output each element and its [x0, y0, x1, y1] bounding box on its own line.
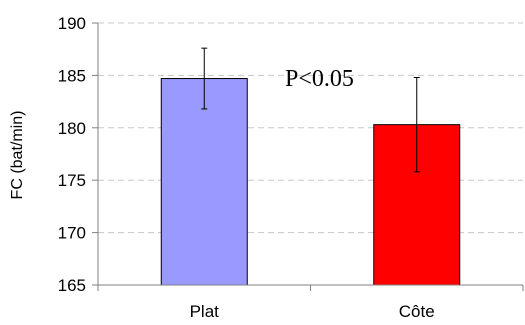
error-bars: [201, 47, 420, 173]
x-tick-label: Plat: [190, 302, 220, 321]
y-tick-label: 180: [58, 119, 86, 138]
y-tick-label: 185: [58, 66, 86, 85]
y-tick-label: 190: [58, 14, 86, 33]
y-tick-label: 170: [58, 224, 86, 243]
y-tick-label: 165: [58, 276, 86, 295]
y-axis: 165 170 175 180 185 190: [58, 14, 99, 295]
y-axis-label: FC (bat/min): [9, 111, 26, 200]
x-axis: Plat Côte: [97, 284, 524, 321]
x-tick-label: Côte: [399, 302, 435, 321]
significance-annotation: P<0.05: [285, 66, 354, 92]
y-tick-label: 175: [58, 171, 86, 190]
bars: [160, 78, 461, 286]
bar-plat: [160, 78, 248, 286]
